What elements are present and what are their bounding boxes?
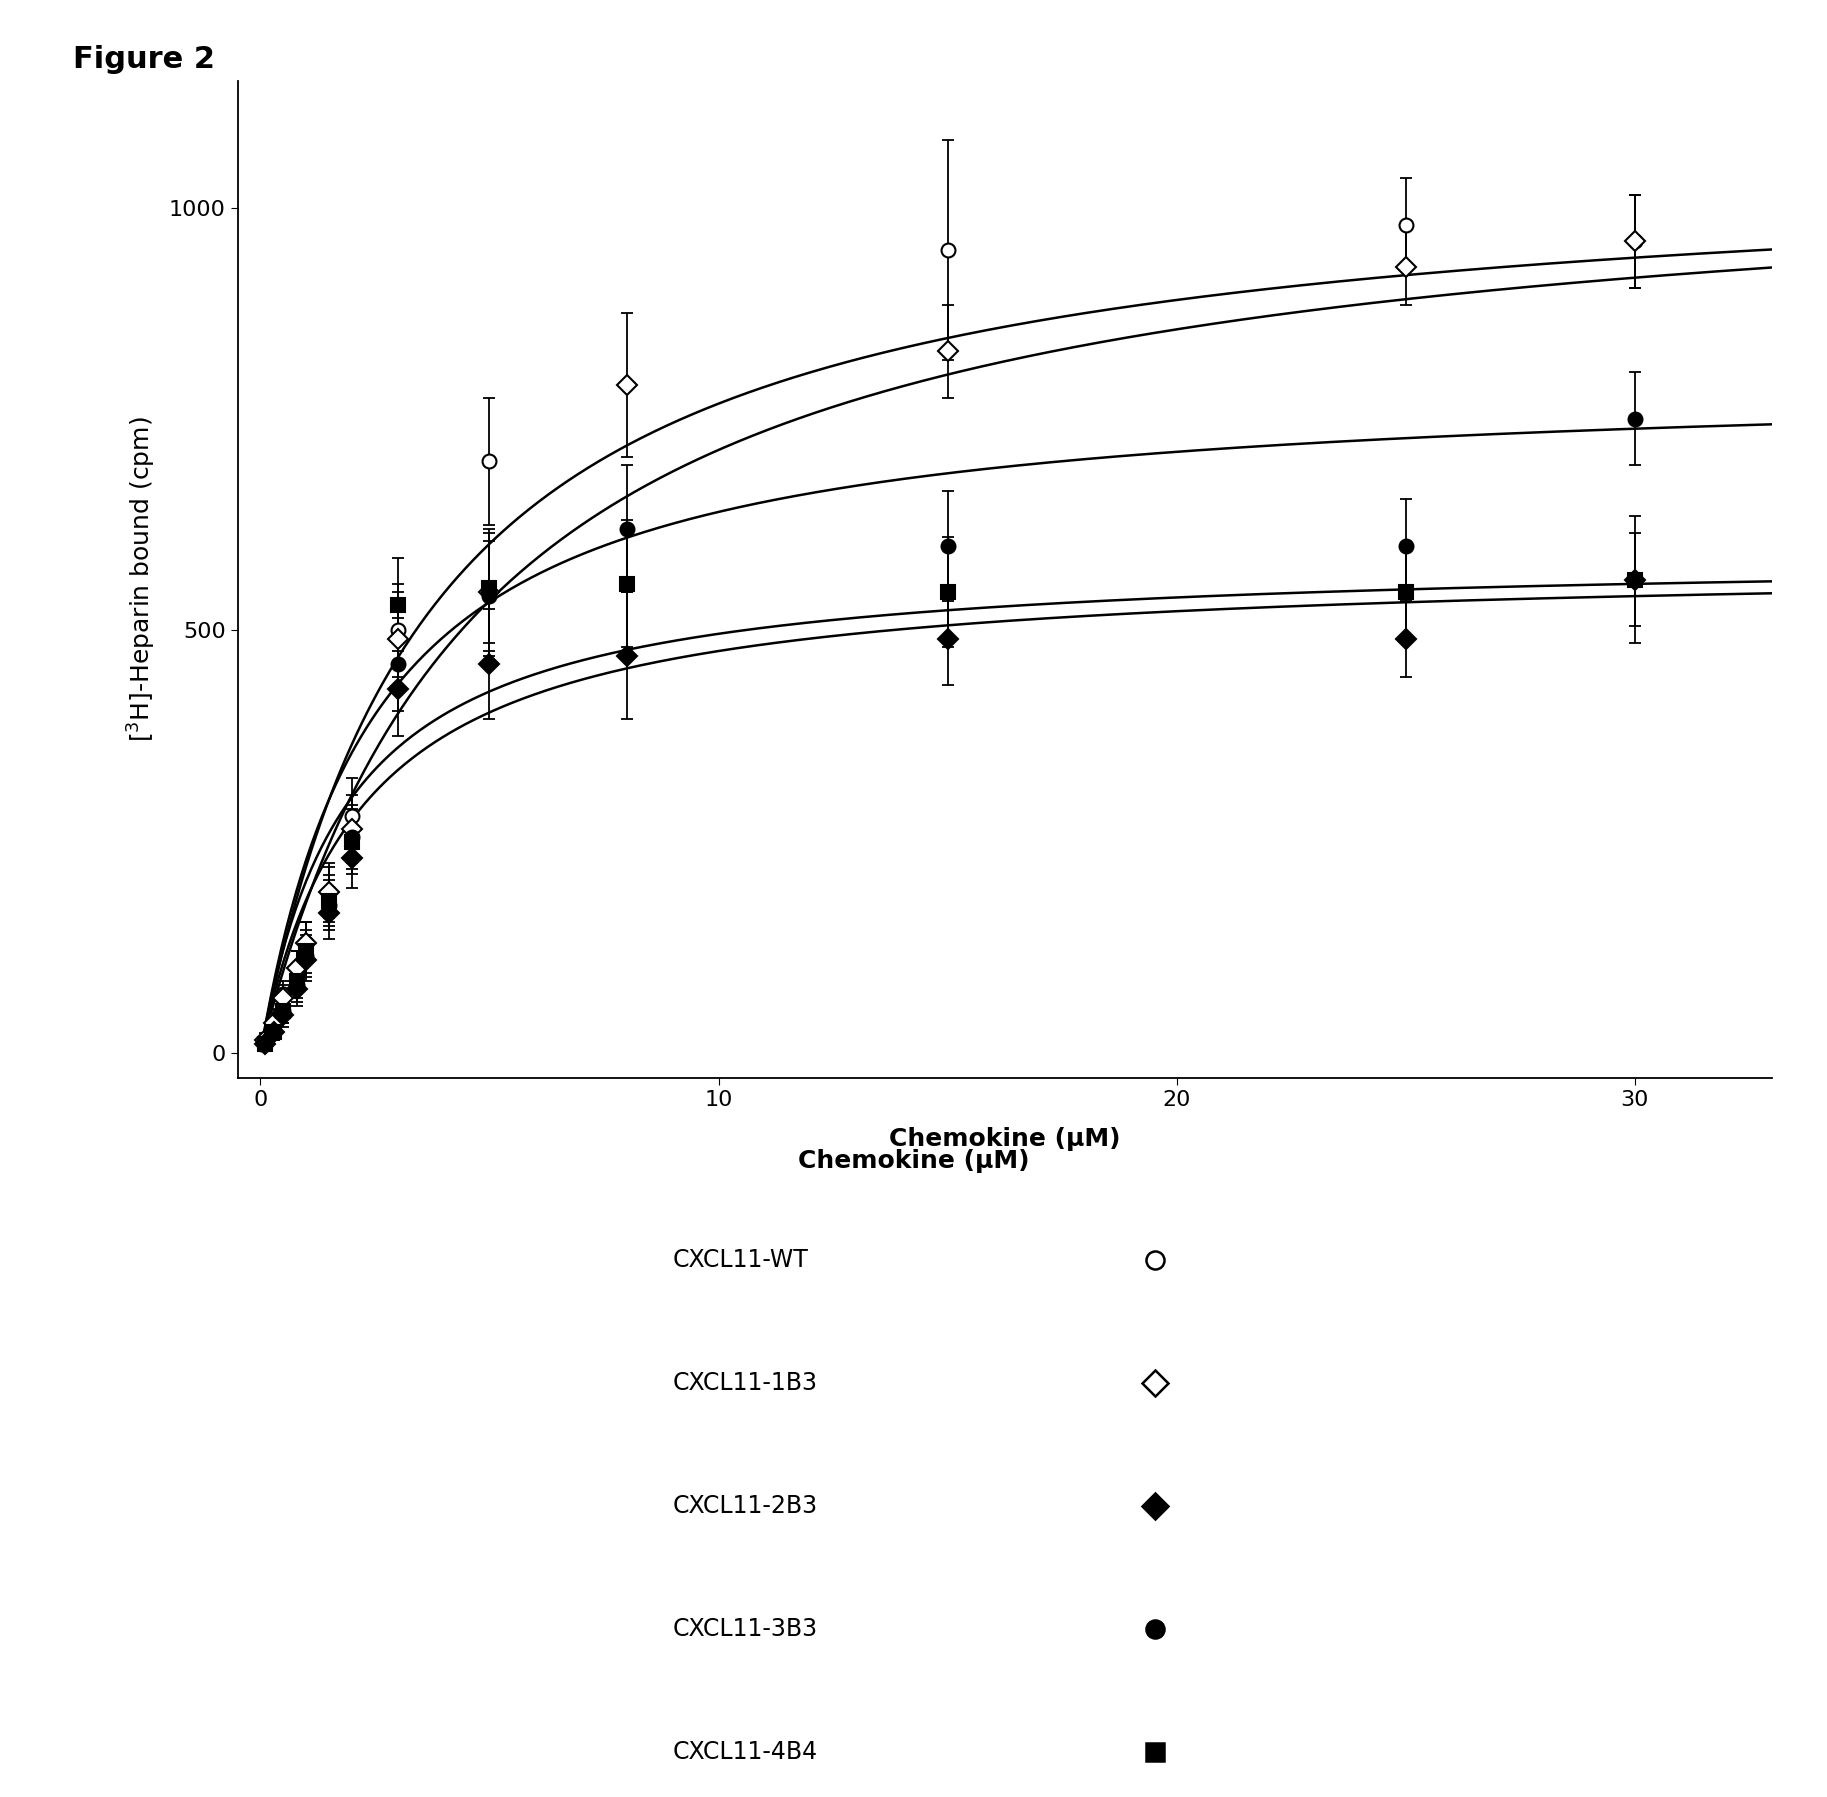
Y-axis label: [$^{3}$H]-Heparin bound (cpm): [$^{3}$H]-Heparin bound (cpm) (126, 417, 157, 742)
Text: CXCL11-2B3: CXCL11-2B3 (672, 1495, 817, 1518)
Text: CXCL11-WT: CXCL11-WT (672, 1249, 808, 1272)
Text: CXCL11-4B4: CXCL11-4B4 (672, 1741, 817, 1765)
X-axis label: Chemokine (μM): Chemokine (μM) (890, 1127, 1120, 1150)
Text: Figure 2: Figure 2 (73, 45, 216, 74)
Text: CXCL11-1B3: CXCL11-1B3 (672, 1371, 817, 1396)
Text: Chemokine (μM): Chemokine (μM) (798, 1148, 1029, 1173)
Text: CXCL11-3B3: CXCL11-3B3 (672, 1617, 817, 1641)
